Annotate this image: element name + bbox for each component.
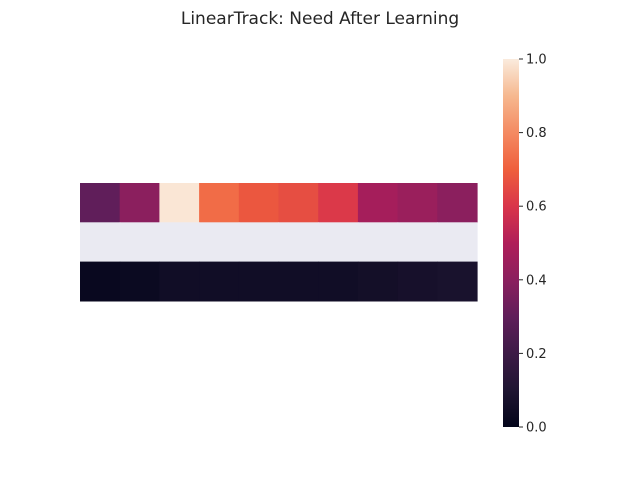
heatmap-cell	[238, 183, 280, 223]
colorbar-tick-label: 0.6	[526, 200, 547, 215]
heatmap-cell	[318, 261, 359, 302]
heatmap-cell	[80, 261, 121, 302]
heatmap-cell	[199, 183, 240, 223]
heatmap-cell	[357, 261, 399, 302]
heatmap-cell-missing	[437, 222, 478, 263]
heatmap-cell	[159, 261, 200, 302]
heatmap-cell	[437, 183, 478, 223]
heatmap-cell-missing	[159, 222, 200, 263]
heatmap-cell	[397, 261, 438, 302]
heatmap-cell	[119, 183, 160, 223]
heatmap-cell-missing	[397, 222, 438, 263]
heatmap-cell	[80, 183, 121, 223]
heatmap-cell-missing	[119, 222, 160, 263]
colorbar-tick-label: 1.0	[526, 53, 547, 68]
heatmap-cell	[278, 183, 319, 223]
colorbar-ticks: 0.0 0.2 0.4 0.6 0.8 1.0	[519, 53, 547, 436]
colorbar-tick-label: 0.2	[526, 347, 547, 362]
heatmap-cell	[238, 261, 280, 302]
heatmap-cell-missing	[80, 222, 121, 263]
heatmap-cell-missing	[278, 222, 319, 263]
colorbar-tick-label: 0.8	[526, 126, 547, 141]
chart-title: LinearTrack: Need After Learning	[181, 9, 459, 29]
heatmap-cell	[119, 261, 160, 302]
heatmap-cell	[159, 183, 200, 223]
heatmap-cell	[437, 261, 478, 302]
heatmap-cell-missing	[318, 222, 359, 263]
heatmap-cell-missing	[238, 222, 280, 263]
heatmap-cell-missing	[199, 222, 240, 263]
heatmap-cell-missing	[357, 222, 399, 263]
heatmap-cell	[357, 183, 399, 223]
heatmap-cell	[318, 183, 359, 223]
colorbar	[503, 59, 519, 427]
colorbar-tick-label: 0.0	[526, 421, 547, 436]
heatmap-cell	[397, 183, 438, 223]
heatmap-cell	[199, 261, 240, 302]
heatmap-cell	[278, 261, 319, 302]
colorbar-tick-label: 0.4	[526, 273, 547, 288]
heatmap-cells	[80, 183, 478, 302]
